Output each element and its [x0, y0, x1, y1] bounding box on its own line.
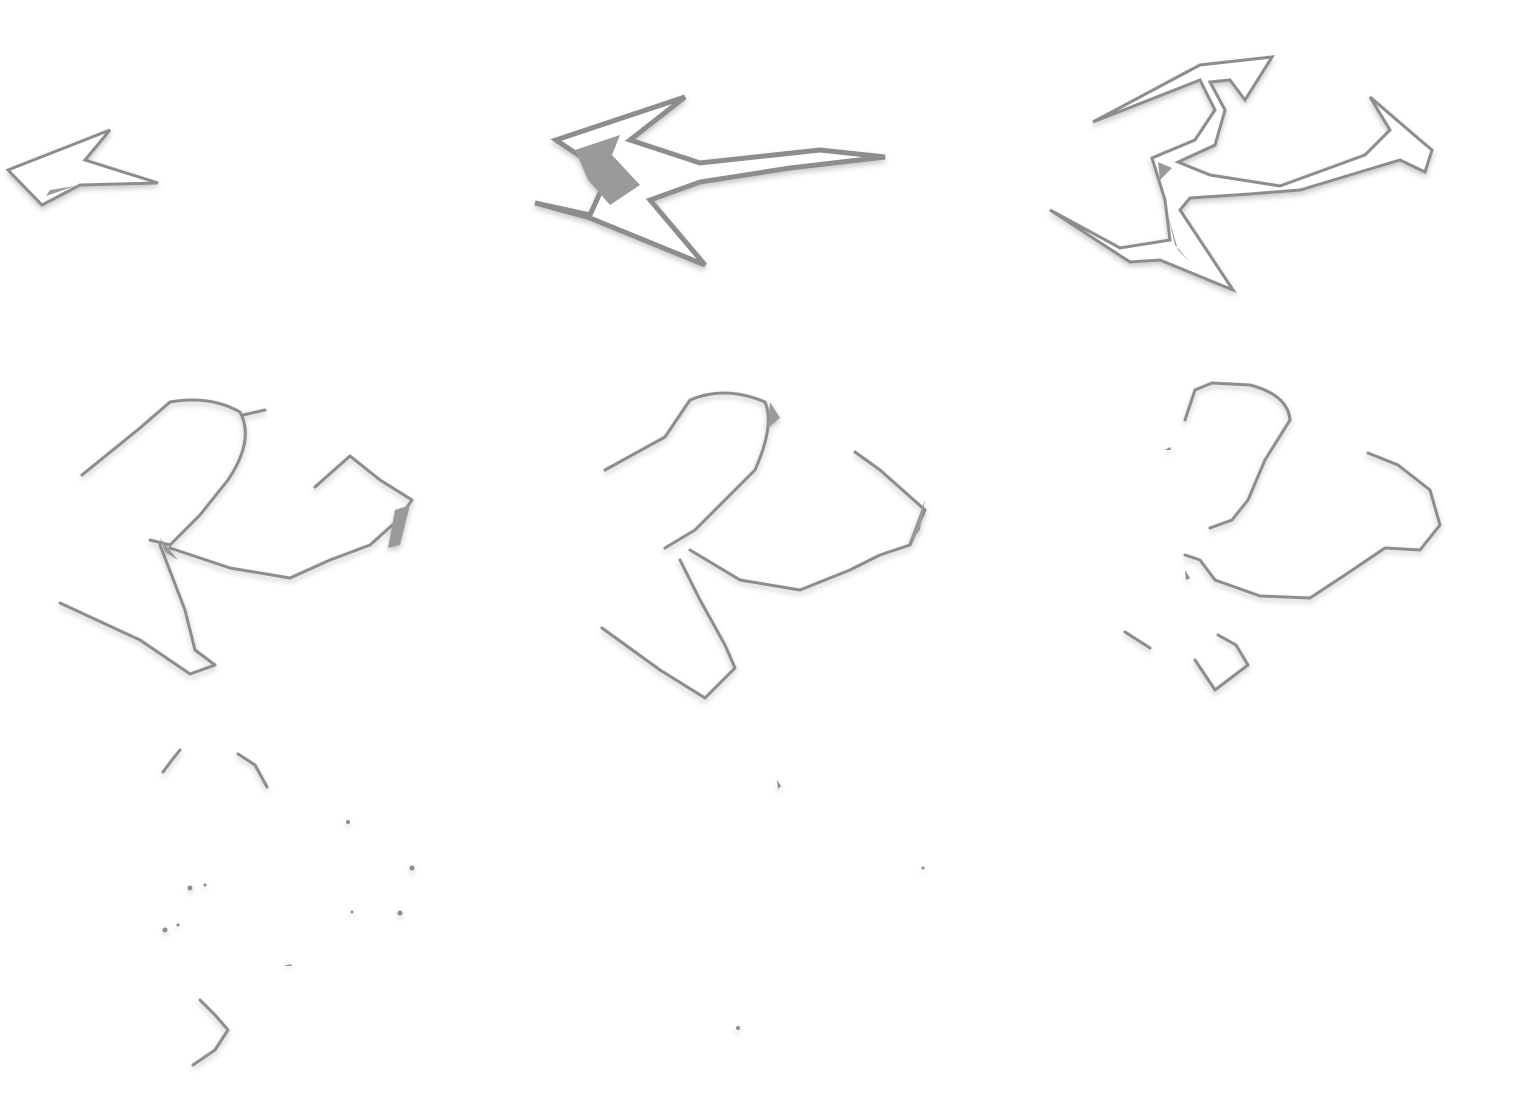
frame-5-curl-shape-breaking-icon — [600, 391, 927, 700]
frame-8-curl-remnant-icon — [736, 780, 925, 1030]
frame-1-arrow-small-icon — [5, 128, 159, 207]
frame-4-curl-shape-icon — [58, 398, 414, 676]
frame-2-arrow-large-icon — [534, 94, 886, 268]
frame-3-arrow-curling-icon — [1049, 55, 1434, 294]
frame-7-curl-scatter-icon — [161, 748, 415, 1067]
frame-6-curl-shape-fragmenting-icon — [1123, 381, 1442, 692]
